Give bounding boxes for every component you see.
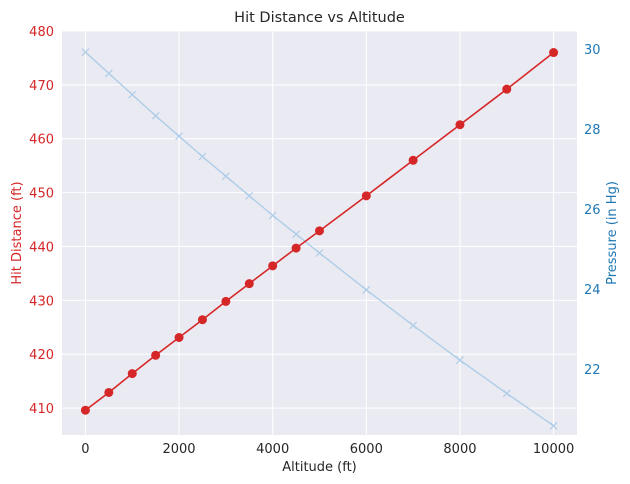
y-left-tick-label: 420 xyxy=(29,348,54,363)
data-point xyxy=(549,421,558,430)
x-tick-label: 0 xyxy=(81,442,89,457)
data-point xyxy=(244,279,254,289)
y-right-axis-label: Pressure (in Hg) xyxy=(605,181,620,285)
x-tick-label: 8000 xyxy=(443,442,476,457)
data-point xyxy=(104,69,113,78)
x-tick-label: 2000 xyxy=(162,442,195,457)
y-left-tick-label: 430 xyxy=(29,294,54,309)
data-point xyxy=(81,48,90,57)
data-point xyxy=(197,315,207,325)
data-point xyxy=(362,285,371,294)
data-point xyxy=(175,132,183,141)
data-point xyxy=(104,387,114,397)
y-left-tick-label: 410 xyxy=(29,402,54,417)
data-point xyxy=(315,226,324,236)
data-point xyxy=(409,321,418,330)
x-tick-label: 6000 xyxy=(350,442,383,457)
grid xyxy=(62,30,577,435)
x-tick-label: 10000 xyxy=(533,442,574,457)
x-axis-label: Altitude (ft) xyxy=(282,460,357,475)
y-left-axis-label: Hit Distance (ft) xyxy=(10,181,25,284)
series-line xyxy=(84,51,555,411)
data-point xyxy=(245,191,254,200)
data-point xyxy=(151,111,160,120)
data-point xyxy=(268,211,277,220)
data-point xyxy=(151,350,161,360)
data-point xyxy=(408,155,418,165)
series-right xyxy=(81,48,558,430)
data-point xyxy=(127,369,137,379)
y-left-tick-label: 470 xyxy=(29,79,54,94)
series-line xyxy=(84,51,554,427)
data-point xyxy=(292,230,301,239)
data-point xyxy=(268,261,278,271)
y-right-tick-label: 28 xyxy=(584,123,601,138)
y-right-axis-ticks: 22 24 26 28 30 xyxy=(584,43,601,378)
data-point xyxy=(455,120,465,130)
data-point xyxy=(174,333,184,343)
y-right-tick-label: 24 xyxy=(584,283,601,298)
data-point xyxy=(549,48,559,58)
data-point xyxy=(80,405,90,415)
series-layer xyxy=(80,48,559,430)
series-left xyxy=(80,48,559,415)
y-right-tick-label: 30 xyxy=(584,43,601,58)
y-left-tick-label: 450 xyxy=(29,187,54,202)
y-left-tick-label: 440 xyxy=(29,240,54,255)
y-right-tick-label: 22 xyxy=(584,363,601,378)
data-point xyxy=(502,84,512,94)
data-point xyxy=(456,356,464,365)
y-left-tick-label: 460 xyxy=(29,133,54,148)
x-axis-ticks: 0 2000 4000 6000 8000 10000 xyxy=(81,442,574,457)
data-point xyxy=(128,90,137,99)
data-point xyxy=(502,389,511,398)
y-left-axis-ticks: 410 420 430 440 450 460 470 480 xyxy=(29,25,54,417)
data-point xyxy=(291,243,301,253)
data-point xyxy=(361,191,371,201)
y-left-tick-label: 480 xyxy=(29,25,54,40)
data-point xyxy=(315,249,324,257)
data-point xyxy=(198,152,207,161)
data-point xyxy=(221,172,230,181)
chart-title: Hit Distance vs Altitude xyxy=(234,10,405,26)
data-point xyxy=(221,296,231,306)
x-tick-label: 4000 xyxy=(256,442,289,457)
y-right-tick-label: 26 xyxy=(584,203,601,218)
